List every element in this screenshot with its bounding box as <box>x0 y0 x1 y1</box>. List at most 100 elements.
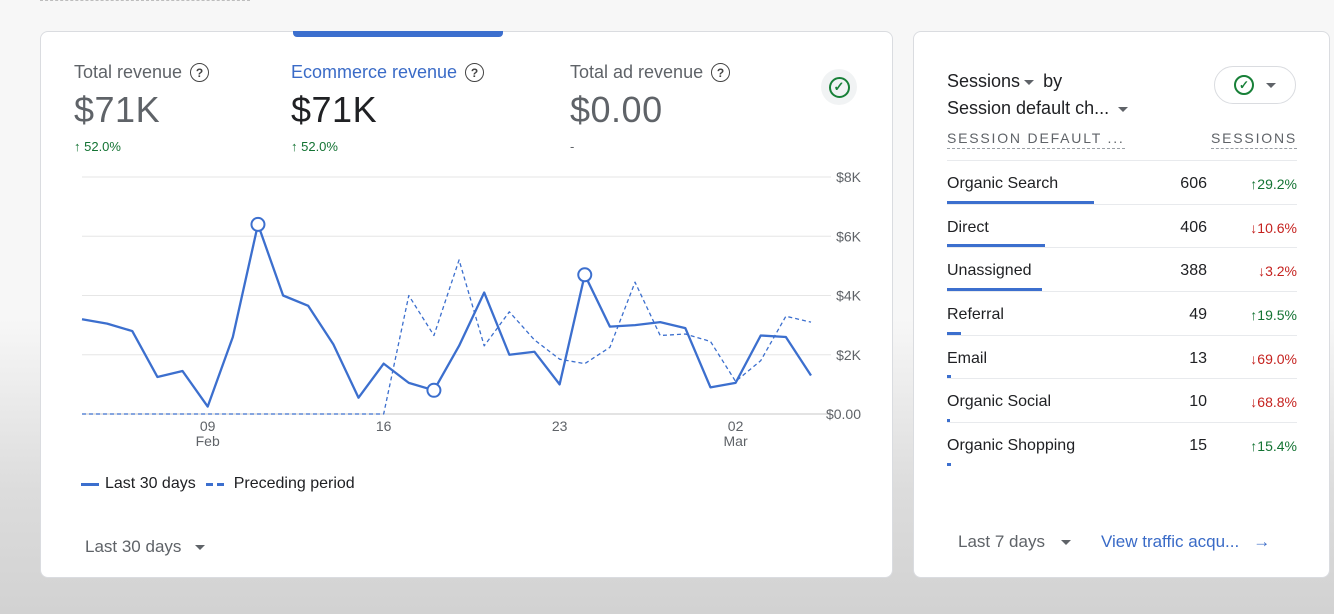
metric-value: $71K <box>74 89 161 130</box>
metric-change: - <box>570 139 575 154</box>
row-sessions-value: 10 <box>1189 393 1207 411</box>
metric-selector-label: Sessions <box>947 71 1021 91</box>
metric-total-ad-revenue[interactable]: Total ad revenue? $0.00 - <box>570 62 731 154</box>
chart-legend: Last 30 days Preceding period <box>81 475 355 493</box>
row-change: ↓68.8% <box>1250 394 1297 411</box>
row-channel-name: Email <box>947 349 988 367</box>
row-change: ↓10.6% <box>1250 219 1297 236</box>
compare-check-dropdown[interactable]: ✓ <box>1214 66 1296 104</box>
chevron-down-icon <box>1118 106 1129 112</box>
x-tick-label: 02 <box>728 418 744 434</box>
row-share-bar <box>947 375 951 379</box>
row-channel-name: Organic Social <box>947 393 1052 411</box>
table-row[interactable]: Referral 49 ↑19.5% <box>947 291 1297 335</box>
row-sessions-value: 15 <box>1189 437 1207 455</box>
selected-tab-indicator <box>293 31 503 37</box>
metric-change: ↑ 52.0% <box>291 139 338 154</box>
row-change: ↑19.5% <box>1250 307 1297 324</box>
top-divider <box>40 0 250 1</box>
x-tick-sublabel: Feb <box>196 433 220 449</box>
metric-label: Total ad revenue <box>570 62 704 82</box>
legend-previous-label: Preceding period <box>233 475 355 492</box>
date-range-label: Last 30 days <box>85 537 182 556</box>
data-point-marker[interactable] <box>250 216 266 232</box>
help-icon[interactable]: ? <box>711 63 731 82</box>
row-share-bar <box>947 200 1094 204</box>
row-change: ↓69.0% <box>1250 350 1297 367</box>
arrow-right-icon: → <box>1253 532 1271 551</box>
row-share-bar <box>947 288 1042 292</box>
data-point-marker[interactable] <box>577 267 593 283</box>
row-change: ↑29.2% <box>1250 176 1297 192</box>
legend-solid-swatch <box>81 482 99 486</box>
row-sessions-value: 49 <box>1189 306 1207 324</box>
metric-ecommerce-revenue[interactable]: Ecommerce revenue? $71K ↑ 52.0% <box>291 62 485 154</box>
column-header-dimension[interactable]: SESSION DEFAULT ... <box>947 130 1125 149</box>
y-tick-label: $4K <box>836 288 862 304</box>
row-channel-name: Unassigned <box>947 262 1032 280</box>
view-traffic-acquisition-link[interactable]: View traffic acqu... → <box>1101 532 1270 552</box>
title-by-text: by <box>1043 71 1063 91</box>
legend-dashed-swatch <box>205 482 226 486</box>
data-point-marker[interactable] <box>426 382 442 398</box>
view-traffic-link-label: View traffic acqu... <box>1100 532 1240 551</box>
revenue-card: Total revenue? $71K ↑ 52.0% Ecommerce re… <box>40 31 893 578</box>
sessions-table: Organic Search 606 ↑29.2% Direct 406 ↓10.6% Un… <box>947 160 1297 466</box>
check-icon: ✓ <box>828 76 850 98</box>
metric-value: $0.00 <box>570 89 663 130</box>
side-date-range-label: Last 7 days <box>958 532 1045 551</box>
row-share-bar <box>947 419 950 423</box>
metric-selector[interactable]: Sessions <box>947 71 1038 91</box>
metric-label: Ecommerce revenue <box>291 62 458 82</box>
x-tick-label: 23 <box>552 418 568 434</box>
sessions-card-title: Sessions by Session default ch... <box>947 68 1132 122</box>
sessions-card: Sessions by Session default ch... ✓ SESS… <box>913 31 1330 578</box>
help-icon[interactable]: ? <box>190 63 210 82</box>
x-tick-label: 16 <box>376 418 392 434</box>
data-quality-check-button[interactable]: ✓ <box>821 69 857 105</box>
metric-total-revenue[interactable]: Total revenue? $71K ↑ 52.0% <box>74 62 210 154</box>
dimension-selector[interactable]: Session default ch... <box>947 98 1132 118</box>
chevron-down-icon <box>1060 539 1071 545</box>
dimension-selector-label: Session default ch... <box>947 98 1110 118</box>
series-line-last-30-days <box>81 223 812 408</box>
row-share-bar <box>947 331 961 335</box>
chevron-down-icon <box>195 544 206 550</box>
help-icon[interactable]: ? <box>465 63 485 82</box>
table-row[interactable]: Email 13 ↓69.0% <box>947 334 1297 379</box>
side-date-range-select[interactable]: Last 7 days <box>958 532 1071 552</box>
row-share-bar <box>947 244 1045 248</box>
row-sessions-value: 13 <box>1189 349 1207 367</box>
row-channel-name: Organic Shopping <box>947 437 1076 455</box>
row-channel-name: Direct <box>947 218 989 236</box>
metric-value: $71K <box>291 89 378 130</box>
series-line-preceding-period <box>82 259 812 415</box>
table-row[interactable]: Direct 406 ↓10.6% <box>947 203 1297 248</box>
x-tick-label: 09 <box>200 418 216 434</box>
check-icon: ✓ <box>1234 75 1254 95</box>
column-header-sessions[interactable]: SESSIONS <box>1211 130 1297 149</box>
row-sessions-value: 388 <box>1180 262 1207 280</box>
legend-current-label: Last 30 days <box>105 475 196 492</box>
table-row[interactable]: Organic Shopping 15 ↑15.4% <box>947 422 1297 466</box>
table-row[interactable]: Unassigned 388 ↓3.2% <box>947 247 1297 292</box>
date-range-select[interactable]: Last 30 days <box>85 537 206 557</box>
y-tick-label: $6K <box>836 228 862 244</box>
metric-label: Total revenue <box>74 62 183 82</box>
row-sessions-value: 606 <box>1180 175 1207 192</box>
sessions-card-footer: Last 7 days View traffic acqu... → <box>958 532 1318 552</box>
y-tick-label: $2K <box>836 347 862 363</box>
metric-change: ↑ 52.0% <box>74 139 121 154</box>
table-row[interactable]: Organic Search 606 ↑29.2% <box>947 160 1297 204</box>
row-channel-name: Referral <box>947 306 1004 324</box>
x-tick-sublabel: Mar <box>724 433 748 449</box>
table-row[interactable]: Organic Social 10 ↓68.8% <box>947 378 1297 423</box>
row-share-bar <box>947 462 951 466</box>
row-change: ↓3.2% <box>1258 263 1297 280</box>
y-tick-label: $0.00 <box>826 406 861 422</box>
chevron-down-icon <box>1024 79 1035 85</box>
table-header: SESSION DEFAULT ... SESSIONS <box>947 130 1297 149</box>
chevron-down-icon <box>1266 82 1276 88</box>
y-tick-label: $8K <box>836 169 862 185</box>
